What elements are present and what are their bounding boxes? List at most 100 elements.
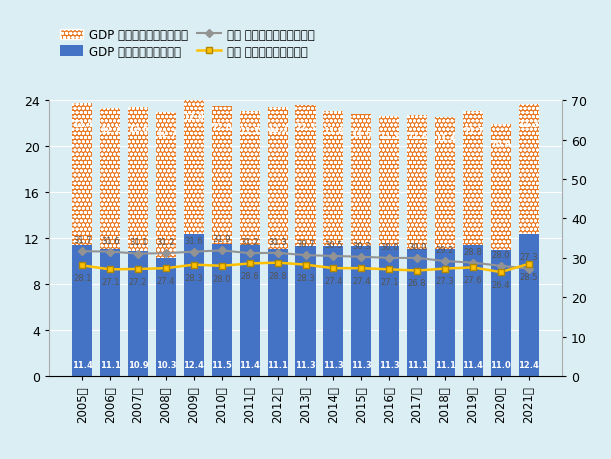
Bar bbox=[184, 234, 204, 376]
Text: 11.5: 11.5 bbox=[351, 130, 371, 139]
Text: 30.7: 30.7 bbox=[296, 240, 315, 248]
Bar bbox=[351, 247, 371, 376]
Bar bbox=[212, 106, 232, 244]
Bar bbox=[491, 125, 511, 250]
Text: 12.4: 12.4 bbox=[518, 360, 539, 369]
Bar bbox=[296, 106, 315, 247]
Text: 27.4: 27.4 bbox=[157, 276, 175, 285]
Text: 30.5: 30.5 bbox=[324, 241, 343, 249]
Bar bbox=[519, 104, 539, 234]
Text: 11.4: 11.4 bbox=[463, 360, 483, 369]
Text: 12.3: 12.3 bbox=[295, 122, 316, 131]
Bar bbox=[323, 111, 343, 247]
Text: 10.9: 10.9 bbox=[491, 140, 511, 148]
Legend: GDP その他インフォーマル, GDP インフォーマル部門, 雇用 その他インフォーマル, 雇用 インフォーマル部門: GDP その他インフォーマル, GDP インフォーマル部門, 雇用 その他インフ… bbox=[55, 24, 320, 63]
Text: 11.3: 11.3 bbox=[379, 132, 400, 141]
Bar bbox=[435, 249, 455, 376]
Bar bbox=[156, 112, 176, 258]
Text: 28.8: 28.8 bbox=[464, 247, 482, 256]
Bar bbox=[72, 103, 92, 246]
Bar bbox=[212, 106, 232, 244]
Bar bbox=[435, 118, 455, 249]
Bar bbox=[128, 108, 148, 251]
Bar bbox=[296, 106, 315, 247]
Text: 27.4: 27.4 bbox=[352, 276, 370, 285]
Bar bbox=[519, 234, 539, 376]
Text: 11.1: 11.1 bbox=[100, 360, 120, 369]
Text: 11.7: 11.7 bbox=[240, 127, 260, 136]
Text: 31.1: 31.1 bbox=[129, 238, 147, 247]
Text: 26.8: 26.8 bbox=[408, 279, 426, 288]
Bar bbox=[519, 104, 539, 234]
Bar bbox=[351, 115, 371, 247]
Text: 12.0: 12.0 bbox=[211, 123, 232, 132]
Text: 29.2: 29.2 bbox=[436, 246, 454, 254]
Bar bbox=[128, 108, 148, 251]
Text: 31.6: 31.6 bbox=[185, 236, 203, 245]
Text: 27.3: 27.3 bbox=[519, 253, 538, 262]
Bar bbox=[240, 111, 260, 246]
Text: 11.3: 11.3 bbox=[295, 360, 316, 369]
Bar bbox=[212, 244, 232, 376]
Bar bbox=[323, 111, 343, 247]
Bar bbox=[379, 117, 399, 247]
Bar bbox=[240, 246, 260, 376]
Bar bbox=[100, 109, 120, 249]
Text: 11.4: 11.4 bbox=[72, 360, 93, 369]
Bar bbox=[156, 258, 176, 376]
Text: 31.2: 31.2 bbox=[241, 238, 259, 246]
Text: 12.2: 12.2 bbox=[100, 125, 120, 134]
Text: 11.6: 11.6 bbox=[407, 131, 428, 140]
Bar bbox=[379, 117, 399, 247]
Text: 11.5: 11.5 bbox=[211, 360, 232, 369]
Text: 28.0: 28.0 bbox=[213, 274, 231, 283]
Text: 31.6: 31.6 bbox=[101, 236, 120, 245]
Text: 28.6: 28.6 bbox=[240, 272, 259, 281]
Bar bbox=[435, 118, 455, 249]
Text: 27.6: 27.6 bbox=[464, 276, 482, 285]
Text: 28.8: 28.8 bbox=[268, 271, 287, 280]
Text: 11.8: 11.8 bbox=[323, 127, 344, 136]
Text: 12.7: 12.7 bbox=[156, 130, 177, 139]
Bar bbox=[156, 112, 176, 258]
Text: 30.0: 30.0 bbox=[380, 242, 398, 251]
Bar bbox=[268, 108, 288, 249]
Bar bbox=[491, 250, 511, 376]
Bar bbox=[240, 111, 260, 246]
Bar bbox=[463, 111, 483, 246]
Bar bbox=[100, 109, 120, 249]
Bar bbox=[100, 249, 120, 376]
Text: 11.1: 11.1 bbox=[267, 360, 288, 369]
Text: 27.1: 27.1 bbox=[380, 278, 398, 286]
Bar bbox=[296, 247, 315, 376]
Text: 28.0: 28.0 bbox=[492, 250, 510, 259]
Text: 11.7: 11.7 bbox=[463, 127, 483, 136]
Bar bbox=[72, 103, 92, 246]
Text: 31.9: 31.9 bbox=[213, 235, 231, 244]
Text: 11.1: 11.1 bbox=[407, 360, 428, 369]
Bar bbox=[128, 251, 148, 376]
Bar bbox=[463, 111, 483, 246]
Text: 27.1: 27.1 bbox=[101, 278, 119, 286]
Text: 12.3: 12.3 bbox=[267, 124, 288, 134]
Text: 31.3: 31.3 bbox=[268, 237, 287, 246]
Bar bbox=[72, 246, 92, 376]
Text: 12.4: 12.4 bbox=[183, 360, 204, 369]
Text: 11.3: 11.3 bbox=[351, 360, 371, 369]
Bar bbox=[379, 247, 399, 376]
Text: 12.4: 12.4 bbox=[72, 120, 93, 129]
Bar bbox=[184, 96, 204, 234]
Text: 11.4: 11.4 bbox=[434, 133, 455, 142]
Text: 27.4: 27.4 bbox=[324, 276, 343, 285]
Bar bbox=[268, 108, 288, 249]
Bar bbox=[463, 246, 483, 376]
Bar bbox=[323, 247, 343, 376]
Bar bbox=[491, 125, 511, 250]
Text: 28.1: 28.1 bbox=[73, 274, 92, 283]
Bar bbox=[407, 116, 427, 249]
Bar bbox=[184, 96, 204, 234]
Text: 11.1: 11.1 bbox=[434, 360, 455, 369]
Text: 11.4: 11.4 bbox=[240, 360, 260, 369]
Text: 27.3: 27.3 bbox=[436, 277, 455, 286]
Text: 28.5: 28.5 bbox=[519, 272, 538, 281]
